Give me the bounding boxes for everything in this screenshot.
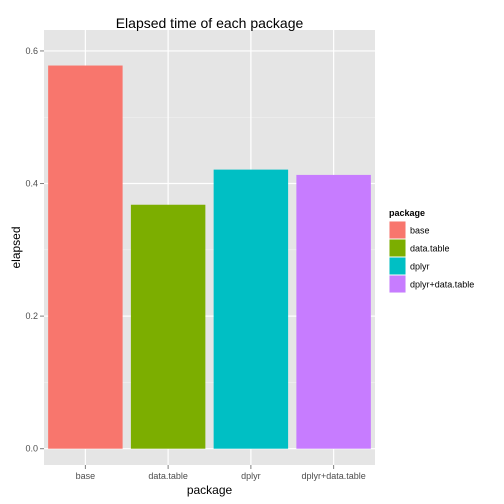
x-axis-title: package xyxy=(187,483,233,497)
bar-dplyr+data.table xyxy=(296,174,371,449)
x-tick-label: dplyr xyxy=(241,471,261,481)
y-tick-label: 0.4 xyxy=(25,179,38,189)
legend-label: base xyxy=(410,226,430,236)
x-tick-label: data.table xyxy=(148,471,188,481)
bars xyxy=(48,65,371,449)
legend-key-swatch xyxy=(389,275,406,293)
legend-key-swatch xyxy=(389,257,406,275)
legend-title: package xyxy=(389,208,425,218)
y-axis-title: elapsed xyxy=(9,226,23,268)
bar-data.table xyxy=(130,204,206,449)
legend-entries: base data.table dplyr dplyr+data.table xyxy=(388,220,474,294)
bar-dplyr xyxy=(213,169,289,449)
chart-title: Elapsed time of each package xyxy=(116,15,304,31)
legend-key-swatch xyxy=(389,239,406,257)
legend-label: data.table xyxy=(410,244,450,254)
y-axis-ticks: 0.0 0.2 0.4 0.6 xyxy=(25,46,44,454)
y-tick-label: 0.0 xyxy=(25,444,38,454)
legend-key-swatch xyxy=(389,221,406,239)
bar-base xyxy=(48,65,123,449)
x-tick-label: base xyxy=(76,471,96,481)
x-axis-ticks: base data.table dplyr dplyr+data.table xyxy=(76,465,366,481)
x-tick-label: dplyr+data.table xyxy=(301,471,365,481)
y-tick-label: 0.6 xyxy=(25,46,38,56)
legend-label: dplyr+data.table xyxy=(410,280,474,290)
legend-label: dplyr xyxy=(410,262,430,272)
legend: package base data.table dplyr dplyr+data.ta… xyxy=(388,208,474,294)
y-tick-label: 0.2 xyxy=(25,311,38,321)
